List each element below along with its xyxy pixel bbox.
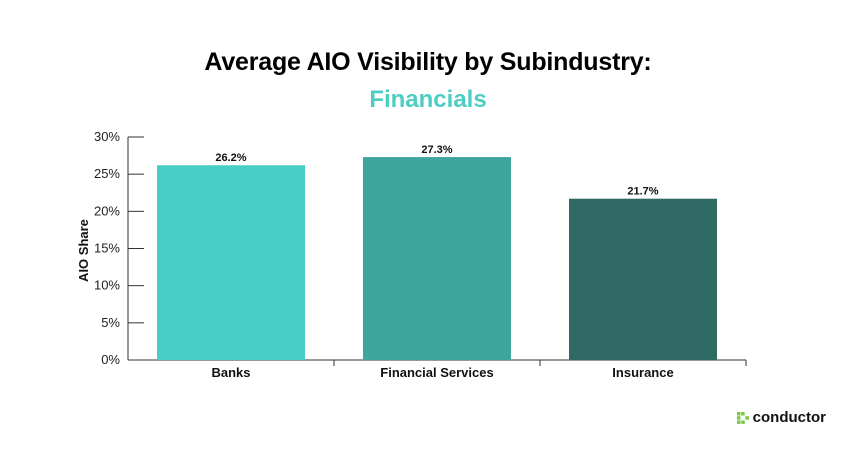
x-tick-label: Insurance bbox=[612, 365, 673, 380]
y-tick-label: 20% bbox=[94, 203, 120, 218]
y-tick-label: 0% bbox=[101, 352, 120, 367]
brand-logo: conductor bbox=[736, 409, 826, 426]
y-tick-label: 10% bbox=[94, 278, 120, 293]
bar bbox=[363, 157, 511, 360]
x-tick-label: Financial Services bbox=[380, 365, 493, 380]
y-axis-title: AIO Share bbox=[76, 219, 91, 282]
y-tick-label: 5% bbox=[101, 315, 120, 330]
chart-subtitle: Financials bbox=[369, 86, 487, 113]
x-tick-label: Banks bbox=[211, 365, 250, 380]
bar bbox=[569, 198, 717, 360]
data-label: 27.3% bbox=[421, 144, 452, 156]
brand-name: conductor bbox=[752, 409, 826, 426]
y-tick-label: 15% bbox=[94, 241, 120, 256]
y-tick-label: 30% bbox=[94, 129, 120, 144]
bar bbox=[157, 165, 305, 360]
chart-title: Average AIO Visibility by Subindustry: bbox=[204, 48, 652, 76]
conductor-logo-icon bbox=[736, 411, 749, 424]
data-label: 26.2% bbox=[215, 152, 246, 164]
data-label: 21.7% bbox=[627, 186, 658, 198]
y-tick-label: 25% bbox=[94, 166, 120, 181]
